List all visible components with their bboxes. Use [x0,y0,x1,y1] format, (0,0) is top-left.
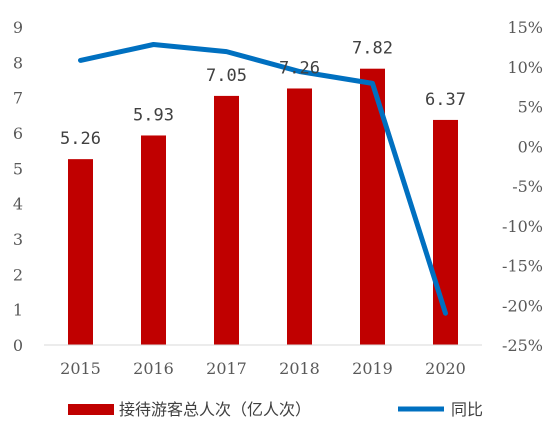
x-tick-label: 2017 [206,359,247,378]
left-tick-label: 1 [13,301,23,320]
left-tick-label: 5 [13,159,23,178]
bar-data-label: 6.37 [425,90,466,110]
x-tick-label: 2015 [60,359,101,378]
left-tick-label: 9 [13,18,23,37]
legend-swatch-bar [68,404,114,415]
left-tick-label: 6 [13,124,23,143]
x-tick-label: 2019 [352,359,393,378]
bar-data-label: 7.26 [279,58,320,78]
bars-layer [68,68,458,346]
right-tick-label: 10% [507,58,543,77]
bar-2017 [214,95,239,346]
bar-data-label: 5.93 [133,105,174,125]
left-tick-label: 7 [13,89,23,108]
left-tick-label: 3 [13,230,23,249]
line-layer [78,42,448,316]
yoy-line [78,42,448,316]
left-tick-label: 4 [13,195,23,214]
bar-data-label: 5.26 [60,129,101,149]
bar-2018 [287,88,312,345]
right-tick-label: 5% [518,98,543,117]
x-tick-label: 2020 [425,359,466,378]
legend-label-line: 同比 [451,400,483,419]
x-tick-label: 2016 [133,359,174,378]
right-tick-label: -15% [502,257,543,276]
bar-data-label: 7.05 [206,66,247,86]
bar-2016 [141,135,166,345]
right-axis: -25% -20% -15% -10% -5% 0% 5% 10% 15% [502,18,543,355]
right-tick-label: -5% [512,177,543,196]
x-axis: 2015 2016 2017 2018 2019 2020 [60,359,466,378]
left-tick-label: 2 [13,265,23,284]
left-tick-label: 8 [13,53,23,72]
right-tick-label: 15% [507,18,543,37]
legend-label-bar: 接待游客总人次（亿人次） [119,400,311,419]
x-tick-label: 2018 [279,359,320,378]
right-tick-label: -20% [502,296,543,315]
data-labels-layer: 5.26 5.93 7.05 7.26 7.82 6.37 [60,39,466,149]
right-tick-label: 0% [518,137,543,156]
right-tick-label: -25% [502,336,543,355]
left-tick-label: 0 [13,336,23,355]
right-tick-label: -10% [502,217,543,236]
left-axis: 0 1 2 3 4 5 6 7 8 9 [13,18,23,355]
bar-2015 [68,159,93,345]
bar-data-label: 7.82 [352,39,393,59]
legend: 接待游客总人次（亿人次） 同比 [68,400,483,419]
